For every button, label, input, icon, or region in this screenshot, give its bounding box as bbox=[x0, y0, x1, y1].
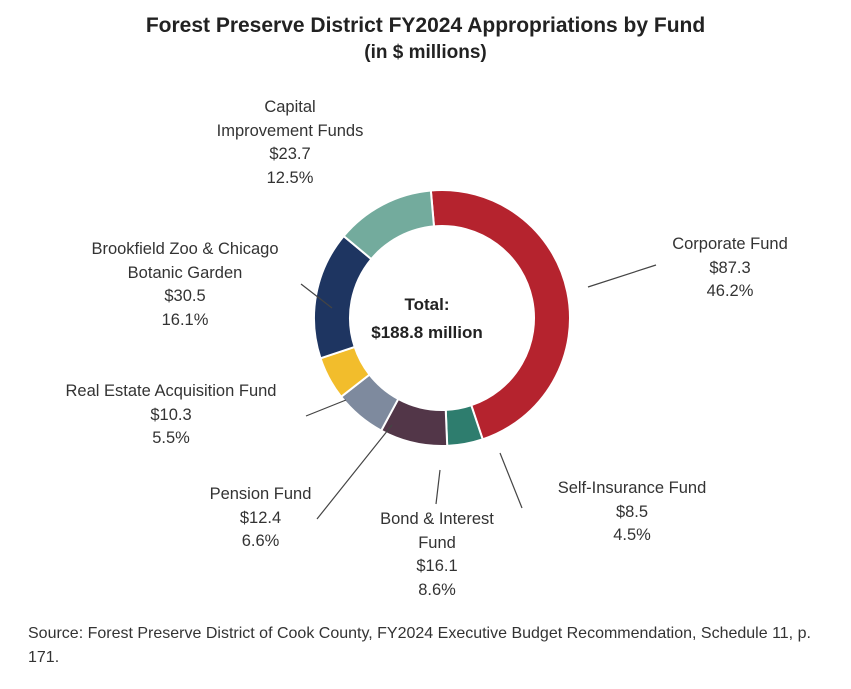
slice-label-percent-4: 5.5% bbox=[152, 429, 190, 447]
slice-label-value-5: $30.5 bbox=[164, 287, 206, 305]
leader-line-4 bbox=[305, 399, 347, 417]
slice-0 bbox=[429, 189, 571, 441]
slice-label-name-0-0: Corporate Fund bbox=[672, 235, 788, 253]
leader-line-2 bbox=[435, 469, 441, 505]
slice-label-name-2-1: Fund bbox=[418, 533, 456, 552]
slice-label-percent-2: 8.6% bbox=[418, 580, 456, 599]
leader-line-0 bbox=[587, 264, 657, 288]
slice-6 bbox=[342, 189, 436, 261]
slice-label-name-3-0: Pension Fund bbox=[209, 485, 312, 503]
total-label-heading: Total: bbox=[404, 295, 450, 314]
slice-label-6: Capital Improvement Funds $23.7 12.5% bbox=[200, 96, 380, 190]
slice-label-percent-3: 6.6% bbox=[241, 532, 280, 550]
slice-label-value-0: $87.3 bbox=[709, 258, 751, 277]
donut-slices bbox=[313, 189, 571, 447]
slice-label-value-3: $12.4 bbox=[239, 508, 282, 527]
slice-label-5: Brookfield Zoo & Chicago Botanic Garden $3… bbox=[60, 238, 310, 332]
leader-line-5 bbox=[300, 283, 333, 309]
slice-label-percent-5: 16.1% bbox=[161, 310, 209, 329]
total-label: Total: $188.8 million bbox=[364, 291, 490, 347]
leader-line-1 bbox=[499, 452, 523, 509]
slice-label-name-2-0: Bond & Interest bbox=[380, 510, 494, 528]
leader-lines bbox=[300, 264, 657, 520]
slice-5 bbox=[313, 234, 373, 360]
slice-label-name-5-0: Brookfield Zoo & Chicago bbox=[91, 240, 279, 258]
chart-title: Forest Preserve District FY2024 Appropri… bbox=[145, 14, 706, 37]
total-label-value: $188.8 million bbox=[371, 323, 483, 342]
slice-label-name-5-1: Botanic Garden bbox=[127, 263, 243, 282]
slice-label-percent-6: 12.5% bbox=[266, 168, 314, 187]
leader-line-3 bbox=[316, 424, 393, 520]
slice-label-value-2: $16.1 bbox=[416, 557, 458, 575]
slice-label-2: Bond & Interest Fund $16.1 8.6% bbox=[352, 508, 522, 602]
slice-label-value-1: $8.5 bbox=[615, 502, 649, 521]
slice-label-3: Pension Fund $12.4 6.6% bbox=[188, 483, 333, 554]
slice-label-0: Corporate Fund $87.3 46.2% bbox=[640, 233, 820, 304]
source-note: Source: Forest Preserve District of Cook… bbox=[28, 625, 811, 666]
slice-label-value-4: $10.3 bbox=[150, 405, 192, 424]
slice-label-name-1-0: Self-Insurance Fund bbox=[557, 479, 707, 497]
slice-label-name-6-1: Improvement Funds bbox=[216, 121, 364, 140]
slice-label-value-6: $23.7 bbox=[269, 145, 311, 163]
slice-label-4: Real Estate Acquisition Fund $10.3 5.5% bbox=[38, 380, 304, 451]
chart-subtitle: (in $ millions) bbox=[364, 42, 487, 63]
slice-label-name-4-0: Real Estate Acquisition Fund bbox=[65, 382, 277, 400]
slice-label-percent-0: 46.2% bbox=[706, 282, 754, 300]
slice-label-name-6-0: Capital bbox=[264, 98, 316, 116]
slice-label-1: Self-Insurance Fund $8.5 4.5% bbox=[532, 477, 732, 548]
slice-label-percent-1: 4.5% bbox=[613, 526, 651, 544]
